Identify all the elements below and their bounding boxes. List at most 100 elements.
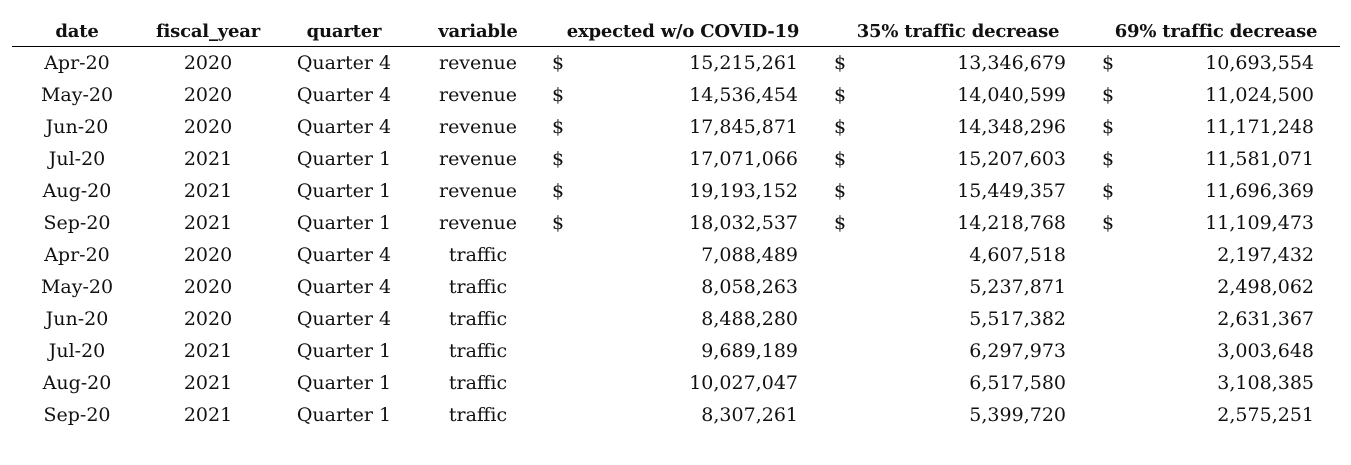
cell-value: 8,058,263 — [701, 276, 798, 298]
cell-69-decrease: $11,171,248 — [1092, 111, 1340, 143]
cell-expected: 8,488,280 — [542, 303, 824, 335]
cell-35-decrease: $14,040,599 — [824, 79, 1092, 111]
cell-date: Jul-20 — [48, 340, 106, 362]
currency-symbol: $ — [552, 148, 565, 170]
cell-quarter: Quarter 1 — [296, 404, 392, 426]
cell-variable: traffic — [448, 308, 508, 330]
cell-value: 3,003,648 — [1217, 340, 1314, 362]
header-variable: variable — [414, 16, 542, 47]
cell-variable: traffic — [448, 340, 508, 362]
cell-value: 7,088,489 — [701, 244, 798, 266]
cell-variable: revenue — [438, 212, 518, 234]
currency-symbol: $ — [1102, 52, 1115, 74]
cell-quarter: Quarter 4 — [296, 308, 392, 330]
cell-69-decrease: $11,581,071 — [1092, 143, 1340, 175]
cell-fiscal-year: 2021 — [183, 340, 233, 362]
cell-date: Aug-20 — [42, 372, 112, 394]
cell-value: 17,845,871 — [689, 116, 798, 138]
cell-variable: traffic — [448, 276, 508, 298]
cell-value: 15,449,357 — [957, 180, 1066, 202]
cell-35-decrease: 6,517,580 — [824, 367, 1092, 399]
cell-35-decrease: 5,237,871 — [824, 271, 1092, 303]
cell-date: May-20 — [40, 84, 114, 106]
table-row: Jun-20 2020 Quarter 4 traffic 8,488,280 5,517… — [12, 303, 1340, 335]
cell-value: 5,517,382 — [969, 308, 1066, 330]
cell-value: 2,197,432 — [1217, 244, 1314, 266]
cell-variable: revenue — [438, 116, 518, 138]
table-row: Apr-20 2020 Quarter 4 traffic 7,088,489 4,607… — [12, 239, 1340, 271]
data-table-container: date fiscal_year quarter variable expect… — [12, 16, 1340, 431]
currency-symbol: $ — [834, 148, 847, 170]
cell-variable: revenue — [438, 180, 518, 202]
cell-value: 3,108,385 — [1217, 372, 1314, 394]
cell-value: 11,581,071 — [1205, 148, 1314, 170]
cell-expected: 9,689,189 — [542, 335, 824, 367]
cell-value: 11,171,248 — [1205, 116, 1314, 138]
cell-value: 13,346,679 — [957, 52, 1066, 74]
cell-35-decrease: 6,297,973 — [824, 335, 1092, 367]
cell-value: 8,307,261 — [701, 404, 798, 426]
cell-date: Apr-20 — [44, 52, 110, 74]
cell-fiscal-year: 2021 — [183, 372, 233, 394]
cell-quarter: Quarter 4 — [296, 276, 392, 298]
cell-date: Jun-20 — [45, 308, 109, 330]
currency-symbol: $ — [834, 180, 847, 202]
cell-35-decrease: $15,449,357 — [824, 175, 1092, 207]
cell-expected: 8,307,261 — [542, 399, 824, 431]
cell-date: Apr-20 — [44, 244, 110, 266]
currency-symbol: $ — [1102, 148, 1115, 170]
table-row: Jun-20 2020 Quarter 4 revenue $17,845,871 $14… — [12, 111, 1340, 143]
header-date: date — [12, 16, 142, 47]
cell-35-decrease: $14,348,296 — [824, 111, 1092, 143]
currency-symbol: $ — [1102, 180, 1115, 202]
currency-symbol: $ — [1102, 212, 1115, 234]
currency-symbol: $ — [552, 116, 565, 138]
cell-fiscal-year: 2020 — [183, 308, 233, 330]
cell-69-decrease: $11,109,473 — [1092, 207, 1340, 239]
cell-expected: $17,071,066 — [542, 143, 824, 175]
cell-value: 14,536,454 — [689, 84, 798, 106]
header-row: date fiscal_year quarter variable expect… — [12, 16, 1340, 47]
cell-variable: traffic — [448, 404, 508, 426]
cell-fiscal-year: 2020 — [183, 52, 233, 74]
cell-variable: traffic — [448, 244, 508, 266]
cell-69-decrease: 2,631,367 — [1092, 303, 1340, 335]
cell-variable: revenue — [438, 52, 518, 74]
cell-expected: 8,058,263 — [542, 271, 824, 303]
cell-quarter: Quarter 4 — [296, 244, 392, 266]
cell-35-decrease: 5,399,720 — [824, 399, 1092, 431]
cell-fiscal-year: 2021 — [183, 212, 233, 234]
cell-date: May-20 — [40, 276, 114, 298]
header-fiscal-year: fiscal_year — [142, 16, 274, 47]
cell-quarter: Quarter 1 — [296, 180, 392, 202]
cell-expected: $14,536,454 — [542, 79, 824, 111]
cell-value: 6,517,580 — [969, 372, 1066, 394]
cell-35-decrease: $15,207,603 — [824, 143, 1092, 175]
table-row: Aug-20 2021 Quarter 1 revenue $19,193,152 $15… — [12, 175, 1340, 207]
table-row: Sep-20 2021 Quarter 1 traffic 8,307,261 5,399… — [12, 399, 1340, 431]
cell-expected: 7,088,489 — [542, 239, 824, 271]
cell-expected: $17,845,871 — [542, 111, 824, 143]
table-row: May-20 2020 Quarter 4 revenue $14,536,454 $14… — [12, 79, 1340, 111]
cell-35-decrease: 4,607,518 — [824, 239, 1092, 271]
table-row: Apr-20 2020 Quarter 4 revenue $15,215,261 $13… — [12, 47, 1340, 80]
cell-value: 10,693,554 — [1205, 52, 1314, 74]
cell-variable: traffic — [448, 372, 508, 394]
table-row: Aug-20 2021 Quarter 1 traffic 10,027,047 6,51… — [12, 367, 1340, 399]
cell-date: Aug-20 — [42, 180, 112, 202]
cell-date: Sep-20 — [43, 404, 111, 426]
cell-date: Sep-20 — [43, 212, 111, 234]
cell-value: 15,215,261 — [689, 52, 798, 74]
cell-expected: $19,193,152 — [542, 175, 824, 207]
cell-69-decrease: 2,575,251 — [1092, 399, 1340, 431]
cell-value: 5,237,871 — [969, 276, 1066, 298]
cell-35-decrease: $14,218,768 — [824, 207, 1092, 239]
currency-symbol: $ — [1102, 116, 1115, 138]
table-row: Jul-20 2021 Quarter 1 revenue $17,071,066 $15… — [12, 143, 1340, 175]
cell-quarter: Quarter 4 — [296, 84, 392, 106]
cell-value: 11,109,473 — [1205, 212, 1314, 234]
cell-69-decrease: 3,108,385 — [1092, 367, 1340, 399]
cell-69-decrease: 3,003,648 — [1092, 335, 1340, 367]
cell-35-decrease: $13,346,679 — [824, 47, 1092, 80]
cell-quarter: Quarter 4 — [296, 52, 392, 74]
